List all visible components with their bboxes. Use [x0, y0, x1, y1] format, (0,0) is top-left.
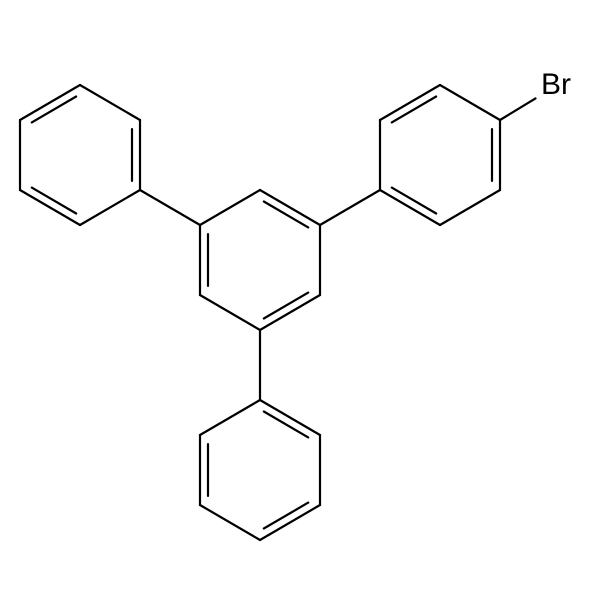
- bond: [440, 190, 500, 225]
- bond: [260, 190, 320, 225]
- bond: [260, 505, 320, 540]
- bond: [80, 85, 140, 120]
- bond: [200, 295, 260, 330]
- bond: [500, 98, 535, 120]
- bond: [440, 85, 500, 120]
- bond: [200, 190, 260, 225]
- bond: [320, 190, 380, 225]
- bond: [140, 190, 200, 225]
- bond: [200, 400, 260, 435]
- molecule-diagram: Br: [0, 0, 600, 600]
- bond: [200, 505, 260, 540]
- bond: [20, 190, 80, 225]
- bond: [380, 85, 440, 120]
- atom-label-br: Br: [541, 68, 571, 101]
- bond: [380, 190, 440, 225]
- bond: [260, 400, 320, 435]
- bond: [260, 295, 320, 330]
- bond: [20, 85, 80, 120]
- bond: [80, 190, 140, 225]
